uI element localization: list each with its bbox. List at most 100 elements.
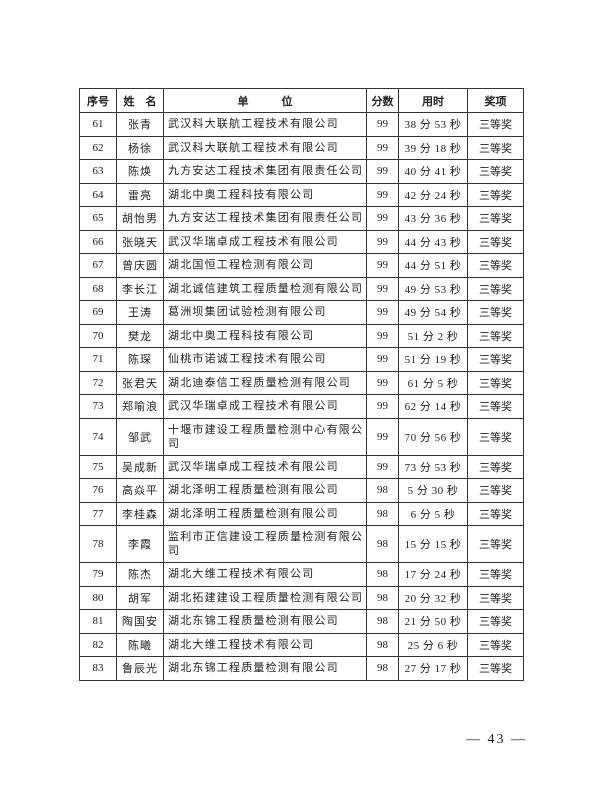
cell-time: 21 分 50 秒 bbox=[398, 609, 468, 634]
cell-score: 99 bbox=[366, 276, 399, 301]
cell-score: 99 bbox=[366, 135, 399, 160]
cell-name: 高焱平 bbox=[116, 478, 164, 503]
cell-time: 15 分 15 秒 bbox=[398, 525, 468, 563]
cell-index: 73 bbox=[79, 394, 117, 419]
cell-time: 61 分 5 秒 bbox=[398, 370, 468, 395]
cell-index: 65 bbox=[79, 206, 117, 231]
cell-index: 62 bbox=[79, 135, 117, 160]
cell-index: 68 bbox=[79, 276, 117, 301]
cell-time: 70 分 56 秒 bbox=[398, 417, 468, 456]
cell-index: 74 bbox=[79, 417, 117, 456]
table-row: 67 曾庆圆 湖北国恒工程检测有限公司 99 44 分 51 秒三等奖 bbox=[79, 253, 524, 278]
cell-name: 吴成新 bbox=[116, 454, 164, 479]
cell-award: 三等奖 bbox=[467, 394, 524, 419]
cell-score: 99 bbox=[366, 454, 399, 479]
cell-score: 99 bbox=[366, 417, 399, 456]
cell-award: 三等奖 bbox=[467, 112, 524, 137]
cell-index: 81 bbox=[79, 609, 117, 634]
cell-score: 98 bbox=[366, 585, 399, 610]
cell-award: 三等奖 bbox=[467, 525, 524, 563]
cell-unit: 武汉华瑞卓成工程技术有限公司 bbox=[163, 229, 367, 254]
cell-time: 49 分 54 秒 bbox=[398, 300, 468, 325]
cell-score: 99 bbox=[366, 112, 399, 137]
cell-time: 39 分 18 秒 bbox=[398, 135, 468, 160]
table-row: 62 杨徐 武汉科大联航工程技术有限公司 99 39 分 18 秒三等奖 bbox=[79, 135, 524, 160]
cell-name: 张青 bbox=[116, 112, 164, 137]
table-row: 71 陈琛 仙桃市诺诚工程技术有限公司 99 51 分 19 秒三等奖 bbox=[79, 347, 524, 372]
cell-time: 5 分 30 秒 bbox=[398, 478, 468, 503]
header-col-index: 序号 bbox=[79, 88, 117, 113]
cell-index: 79 bbox=[79, 562, 117, 587]
cell-name: 邹武 bbox=[116, 417, 164, 456]
cell-name: 张君天 bbox=[116, 370, 164, 395]
cell-unit: 湖北诚信建筑工程质量检测有限公司 bbox=[163, 276, 367, 301]
cell-unit: 湖北大维工程技术有限公司 bbox=[163, 562, 367, 587]
cell-name: 陈焕 bbox=[116, 159, 164, 184]
cell-name: 李桂森 bbox=[116, 501, 164, 526]
cell-unit: 湖北泽明工程质量检测有限公司 bbox=[163, 478, 367, 503]
header-col-name: 姓 名 bbox=[116, 88, 164, 113]
cell-time: 27 分 17 秒 bbox=[398, 656, 468, 681]
cell-time: 51 分 19 秒 bbox=[398, 347, 468, 372]
cell-score: 98 bbox=[366, 632, 399, 657]
cell-name: 樊龙 bbox=[116, 323, 164, 348]
table-row: 80 胡军 湖北拓建建设工程质量检测有限公司 98 20 分 32 秒三等奖 bbox=[79, 585, 524, 610]
cell-award: 三等奖 bbox=[467, 501, 524, 526]
cell-unit: 武汉华瑞卓成工程技术有限公司 bbox=[163, 394, 367, 419]
table-row: 65 胡怡男 九方安达工程技术集团有限责任公司 99 43 分 36 秒三等奖 bbox=[79, 206, 524, 231]
cell-score: 99 bbox=[366, 370, 399, 395]
table-row: 72 张君天 湖北迪泰信工程质量检测有限公司 99 61 分 5 秒三等奖 bbox=[79, 370, 524, 395]
header-col-time: 用时 bbox=[398, 88, 468, 113]
table-row: 64 雷亮 湖北中奥工程科技有限公司 99 42 分 24 秒三等奖 bbox=[79, 182, 524, 207]
table-row: 82 陈曦 湖北大维工程技术有限公司 98 25 分 6 秒三等奖 bbox=[79, 632, 524, 657]
cell-time: 17 分 24 秒 bbox=[398, 562, 468, 587]
cell-award: 三等奖 bbox=[467, 478, 524, 503]
cell-name: 李长江 bbox=[116, 276, 164, 301]
cell-award: 三等奖 bbox=[467, 454, 524, 479]
cell-index: 77 bbox=[79, 501, 117, 526]
cell-unit: 九方安达工程技术集团有限责任公司 bbox=[163, 206, 367, 231]
cell-index: 71 bbox=[79, 347, 117, 372]
table-row: 68 李长江 湖北诚信建筑工程质量检测有限公司 99 49 分 53 秒三等奖 bbox=[79, 276, 524, 301]
cell-award: 三等奖 bbox=[467, 229, 524, 254]
cell-award: 三等奖 bbox=[467, 159, 524, 184]
header-col-award: 奖项 bbox=[467, 88, 524, 113]
cell-unit: 湖北国恒工程检测有限公司 bbox=[163, 253, 367, 278]
cell-award: 三等奖 bbox=[467, 609, 524, 634]
cell-score: 98 bbox=[366, 562, 399, 587]
cell-award: 三等奖 bbox=[467, 656, 524, 681]
cell-award: 三等奖 bbox=[467, 206, 524, 231]
table-header-row: 序号姓 名单 位分数 用时 奖项 bbox=[79, 88, 524, 113]
cell-name: 郑喻浪 bbox=[116, 394, 164, 419]
cell-award: 三等奖 bbox=[467, 347, 524, 372]
cell-index: 78 bbox=[79, 525, 117, 563]
cell-award: 三等奖 bbox=[467, 135, 524, 160]
cell-name: 雷亮 bbox=[116, 182, 164, 207]
cell-time: 42 分 24 秒 bbox=[398, 182, 468, 207]
cell-unit: 湖北迪泰信工程质量检测有限公司 bbox=[163, 370, 367, 395]
cell-unit: 湖北东锦工程质量检测有限公司 bbox=[163, 656, 367, 681]
cell-award: 三等奖 bbox=[467, 632, 524, 657]
cell-unit: 仙桃市诺诚工程技术有限公司 bbox=[163, 347, 367, 372]
cell-award: 三等奖 bbox=[467, 417, 524, 456]
cell-index: 66 bbox=[79, 229, 117, 254]
cell-time: 43 分 36 秒 bbox=[398, 206, 468, 231]
cell-name: 陈琛 bbox=[116, 347, 164, 372]
cell-time: 6 分 5 秒 bbox=[398, 501, 468, 526]
cell-time: 73 分 53 秒 bbox=[398, 454, 468, 479]
cell-award: 三等奖 bbox=[467, 585, 524, 610]
cell-score: 99 bbox=[366, 206, 399, 231]
cell-score: 99 bbox=[366, 159, 399, 184]
cell-name: 曾庆圆 bbox=[116, 253, 164, 278]
cell-award: 三等奖 bbox=[467, 276, 524, 301]
cell-award: 三等奖 bbox=[467, 300, 524, 325]
cell-award: 三等奖 bbox=[467, 562, 524, 587]
cell-time: 51 分 2 秒 bbox=[398, 323, 468, 348]
table-row: 74 邹武 十堰市建设工程质量检测中心有限公司 99 70 分 56 秒三等奖 bbox=[79, 417, 524, 456]
cell-score: 99 bbox=[366, 253, 399, 278]
cell-index: 82 bbox=[79, 632, 117, 657]
cell-unit: 十堰市建设工程质量检测中心有限公司 bbox=[163, 417, 367, 456]
cell-time: 49 分 53 秒 bbox=[398, 276, 468, 301]
cell-unit: 监利市正信建设工程质量检测有限公司 bbox=[163, 525, 367, 563]
cell-award: 三等奖 bbox=[467, 182, 524, 207]
